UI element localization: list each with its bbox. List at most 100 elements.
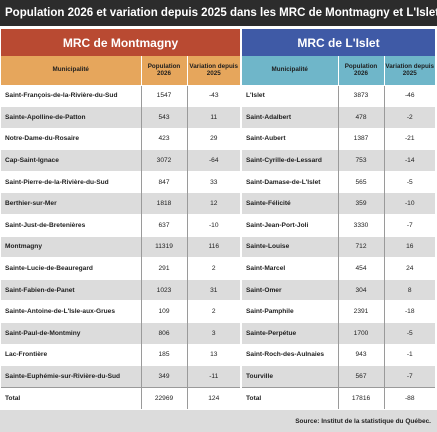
variation-cell: -2	[384, 106, 435, 129]
variation-cell: -11	[187, 365, 240, 388]
population-cell: 637	[141, 214, 188, 237]
table-row: Saint-Aubert 1387 -21	[242, 127, 435, 150]
population-cell: 11319	[141, 235, 188, 258]
municipality-cell: Saint-Pamphile	[242, 300, 339, 323]
column-header-variation: Variation depuis 2025	[187, 56, 240, 85]
montmagny-panel-title: MRC de Montmagny	[1, 29, 240, 56]
total-label: Total	[242, 386, 339, 409]
municipality-cell: Saint-Just-de-Bretenières	[1, 214, 142, 237]
total-population: 22969	[141, 386, 188, 409]
column-header-municipality: Municipalité	[242, 56, 339, 85]
table-row: Notre-Dame-du-Rosaire 423 29	[1, 127, 240, 150]
population-cell: 1547	[141, 84, 188, 107]
table-row: Montmagny 11319 116	[1, 235, 240, 258]
municipality-cell: Saint-François-de-la-Rivière-du-Sud	[1, 84, 142, 107]
table-row: Saint-Damase-de-L'Islet 565 -5	[242, 170, 435, 193]
municipality-cell: Sainte-Apolline-de-Patton	[1, 106, 142, 129]
column-header-population: Population 2026	[338, 56, 385, 85]
variation-cell: -18	[384, 300, 435, 323]
population-cell: 2391	[338, 300, 385, 323]
municipality-cell: Saint-Fabien-de-Panet	[1, 278, 142, 301]
variation-cell: 24	[384, 257, 435, 280]
population-cell: 806	[141, 322, 188, 345]
column-header-variation: Variation depuis 2025	[384, 56, 435, 85]
municipality-cell: Saint-Cyrille-de-Lessard	[242, 149, 339, 172]
municipality-cell: Saint-Marcel	[242, 257, 339, 280]
population-cell: 1387	[338, 127, 385, 150]
municipality-cell: Sainte-Antoine-de-L'Isle-aux-Grues	[1, 300, 142, 323]
municipality-cell: Sainte-Louise	[242, 235, 339, 258]
municipality-cell: Notre-Dame-du-Rosaire	[1, 127, 142, 150]
total-population: 17816	[338, 386, 385, 409]
variation-cell: 13	[187, 343, 240, 366]
municipality-cell: Saint-Omer	[242, 278, 339, 301]
column-header-municipality: Municipalité	[1, 56, 142, 85]
variation-cell: 3	[187, 322, 240, 345]
table-row: Saint-Fabien-de-Panet 1023 31	[1, 278, 240, 301]
municipality-cell: Saint-Roch-des-Aulnaies	[242, 343, 339, 366]
population-cell: 1700	[338, 322, 385, 345]
table-row: Sainte-Lucie-de-Beauregard 291 2	[1, 257, 240, 280]
table-row: Cap-Saint-Ignace 3072 -64	[1, 149, 240, 172]
variation-cell: -7	[384, 214, 435, 237]
islet-table: Municipalité Population 2026 Variation d…	[242, 56, 435, 409]
table-row: Saint-Adalbert 478 -2	[242, 106, 435, 129]
variation-cell: -7	[384, 365, 435, 388]
municipality-cell: Saint-Paul-de-Montminy	[1, 322, 142, 345]
municipality-cell: Tourville	[242, 365, 339, 388]
municipality-cell: Sainte-Euphémie-sur-Rivière-du-Sud	[1, 365, 142, 388]
montmagny-header-row: Municipalité Population 2026 Variation d…	[1, 56, 240, 85]
population-cell: 1023	[141, 278, 188, 301]
municipality-cell: Berthier-sur-Mer	[1, 192, 142, 215]
population-cell: 543	[141, 106, 188, 129]
population-cell: 359	[338, 192, 385, 215]
population-cell: 349	[141, 365, 188, 388]
table-row: Saint-Roch-des-Aulnaies 943 -1	[242, 343, 435, 366]
variation-cell: -10	[384, 192, 435, 215]
table-row: Saint-François-de-la-Rivière-du-Sud 1547-…	[1, 84, 240, 107]
municipality-cell: Lac-Frontière	[1, 343, 142, 366]
variation-cell: 116	[187, 235, 240, 258]
population-cell: 423	[141, 127, 188, 150]
table-row: Sainte-Félicité 359 -10	[242, 192, 435, 215]
total-variation: 124	[187, 386, 240, 409]
table-row: Saint-Jean-Port-Joli 3330 -7	[242, 214, 435, 237]
variation-cell: -5	[384, 322, 435, 345]
variation-cell: 12	[187, 192, 240, 215]
population-cell: 712	[338, 235, 385, 258]
municipality-cell: Saint-Pierre-de-la-Rivière-du-Sud	[1, 170, 142, 193]
table-row: Sainte-Apolline-de-Patton 543 11	[1, 106, 240, 129]
table-row: Sainte-Perpétue 1700 -5	[242, 322, 435, 345]
variation-cell: -46	[384, 84, 435, 107]
municipality-cell: Saint-Adalbert	[242, 106, 339, 129]
variation-cell: 11	[187, 106, 240, 129]
municipality-cell: Cap-Saint-Ignace	[1, 149, 142, 172]
variation-cell: 33	[187, 170, 240, 193]
population-cell: 753	[338, 149, 385, 172]
table-row: Lac-Frontière 185 13	[1, 343, 240, 366]
table-row: Saint-Paul-de-Montminy 806 3	[1, 322, 240, 345]
variation-cell: -43	[187, 84, 240, 107]
variation-cell: 2	[187, 300, 240, 323]
table-row: L'Islet 3873 -46	[242, 84, 435, 107]
table-row: Saint-Just-de-Bretenières 637 -10	[1, 214, 240, 237]
population-cell: 3330	[338, 214, 385, 237]
montmagny-table: Municipalité Population 2026 Variation d…	[1, 56, 240, 409]
municipality-cell: Saint-Jean-Port-Joli	[242, 214, 339, 237]
table-row: Sainte-Louise 712 16	[242, 235, 435, 258]
municipality-cell: Saint-Damase-de-L'Islet	[242, 170, 339, 193]
population-cell: 1818	[141, 192, 188, 215]
variation-cell: 8	[384, 278, 435, 301]
population-cell: 454	[338, 257, 385, 280]
column-header-population: Population 2026	[141, 56, 188, 85]
islet-panel-title: MRC de L'Islet	[242, 29, 435, 56]
variation-cell: -14	[384, 149, 435, 172]
islet-panel: MRC de L'Islet Municipalité Population 2…	[242, 29, 435, 409]
table-row: Saint-Cyrille-de-Lessard 753 -14	[242, 149, 435, 172]
municipality-cell: L'Islet	[242, 84, 339, 107]
variation-cell: 29	[187, 127, 240, 150]
table-row: Sainte-Antoine-de-L'Isle-aux-Grues 109 2	[1, 300, 240, 323]
population-cell: 847	[141, 170, 188, 193]
table-row: Saint-Marcel 454 24	[242, 257, 435, 280]
population-cell: 291	[141, 257, 188, 280]
